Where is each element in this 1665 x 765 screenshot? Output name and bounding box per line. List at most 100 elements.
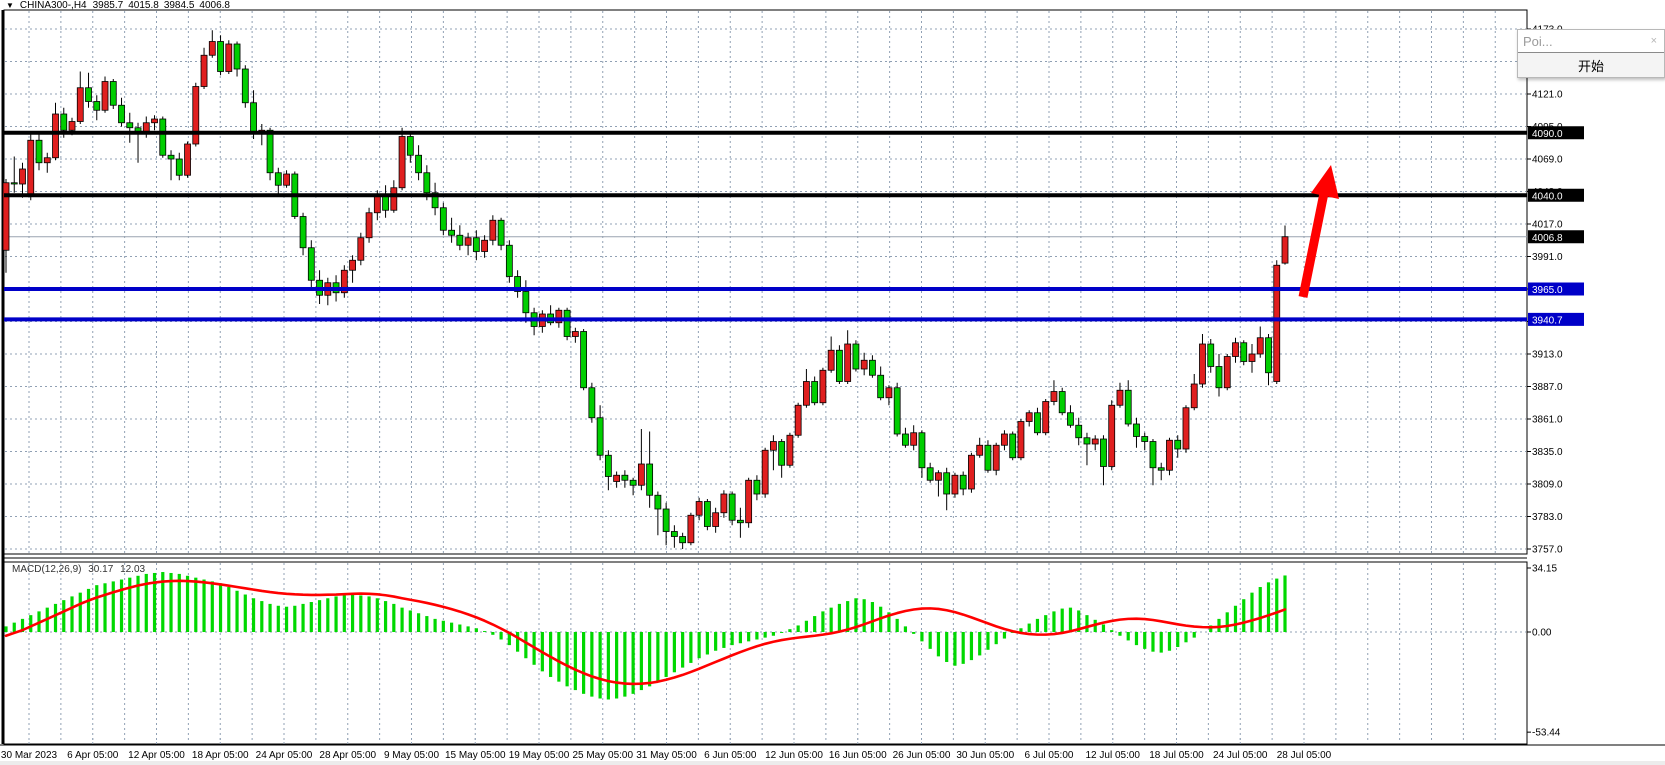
bull-candle	[398, 136, 406, 189]
bear-candle	[406, 136, 414, 156]
time-axis-label[interactable]: 18 Apr 05:00	[192, 750, 249, 761]
price-axis-label: 4069.0	[1532, 155, 1563, 166]
bull-candle	[373, 194, 381, 214]
price-axis-label: 3835.0	[1532, 447, 1563, 458]
price-axis-label: 3887.0	[1532, 382, 1563, 393]
price-badge-4090.0	[1528, 126, 1584, 140]
bear-candle	[274, 172, 282, 186]
bear-candle	[10, 182, 18, 185]
bull-candle	[489, 219, 497, 241]
bear-candle	[93, 101, 101, 111]
bull-candle	[283, 173, 290, 186]
bear-candle	[736, 519, 744, 524]
time-axis-label[interactable]: 25 May 05:00	[572, 750, 633, 761]
bull-candle	[1091, 438, 1099, 445]
bear-candle	[217, 41, 224, 72]
bear-candle	[1124, 389, 1132, 425]
bear-candle	[1157, 467, 1165, 471]
time-axis-label[interactable]: 6 Jul 05:00	[1025, 750, 1074, 761]
time-axis-label[interactable]: 24 Apr 05:00	[256, 750, 313, 761]
bull-candle	[200, 54, 208, 87]
bull-candle	[349, 259, 356, 271]
bear-candle	[679, 536, 687, 544]
start-button[interactable]: 开始	[1518, 52, 1664, 77]
bottom-strip	[0, 761, 1665, 765]
time-axis-label[interactable]: 24 Jul 05:00	[1213, 750, 1268, 761]
bear-candle	[415, 154, 422, 174]
bull-candle	[712, 512, 720, 527]
bull-candle	[935, 472, 942, 481]
ohlc-readout: 3985.7 4015.8 3984.5 4006.8	[93, 0, 235, 11]
time-axis-label[interactable]: 30 Mar 2023	[1, 750, 58, 761]
bear-candle	[580, 331, 588, 389]
annotation-arrow-shaft[interactable]	[1298, 192, 1329, 298]
points-popup-title: Poi...	[1523, 33, 1553, 49]
bear-candle	[1215, 366, 1223, 389]
bear-candle	[423, 172, 431, 194]
bull-candle	[951, 474, 959, 495]
bull-candle	[19, 168, 26, 185]
bull-candle	[637, 463, 645, 486]
price-badge-label: 4006.8	[1532, 233, 1563, 244]
price-axis-label: 4017.0	[1532, 220, 1563, 231]
bear-candle	[60, 113, 68, 131]
chart-header: ▼ CHINA300-,H4 3985.7 4015.8 3984.5 4006.8	[6, 0, 235, 11]
time-axis-label[interactable]: 12 Jul 05:00	[1086, 750, 1141, 761]
close-value: 4006.8	[199, 0, 230, 11]
time-axis-label[interactable]: 9 May 05:00	[384, 750, 439, 761]
bull-candle	[365, 212, 373, 239]
bull-candle	[43, 157, 51, 164]
time-axis-label[interactable]: 30 Jun 05:00	[956, 750, 1014, 761]
time-axis-label[interactable]: 26 Jun 05:00	[893, 750, 951, 761]
bull-candle	[910, 432, 918, 446]
bear-candle	[266, 129, 274, 174]
close-icon[interactable]: ×	[1650, 35, 1657, 47]
price-badge-label: 4090.0	[1532, 129, 1563, 140]
time-axis-label[interactable]: 15 May 05:00	[445, 750, 506, 761]
price-badge-3940.7	[1528, 312, 1584, 326]
bear-candle	[728, 493, 736, 521]
time-axis-label[interactable]: 6 Jun 05:00	[704, 750, 757, 761]
macd-axis-label: 34.15	[1532, 564, 1557, 575]
bear-candle	[621, 474, 629, 481]
bull-candle	[819, 369, 827, 404]
bear-candle	[299, 216, 307, 249]
bull-candle	[885, 387, 893, 399]
time-axis-label[interactable]: 12 Jun 05:00	[765, 750, 823, 761]
bear-candle	[918, 432, 926, 469]
bull-candle	[101, 81, 109, 111]
time-axis-label[interactable]: 18 Jul 05:00	[1149, 750, 1204, 761]
price-axis-label: 3991.0	[1532, 252, 1563, 263]
window-left-border	[1, 10, 5, 744]
bull-candle	[184, 143, 191, 176]
bull-candle	[770, 441, 777, 451]
price-badge-label: 3940.7	[1532, 315, 1563, 326]
bull-candle	[2, 182, 10, 251]
time-axis-label[interactable]: 6 Apr 05:00	[67, 750, 119, 761]
symbol-dropdown-icon[interactable]: ▼	[6, 0, 14, 10]
bull-candle	[1256, 337, 1264, 355]
bull-candle	[745, 479, 753, 524]
open-value: 3985.7	[92, 0, 124, 11]
time-axis-label[interactable]: 16 Jun 05:00	[829, 750, 887, 761]
bear-candle	[118, 104, 125, 124]
price-badge-4006.8	[1528, 230, 1584, 244]
time-axis-label[interactable]: 28 Jul 05:00	[1277, 750, 1332, 761]
time-axis-label[interactable]: 12 Apr 05:00	[128, 750, 185, 761]
bear-candle	[1265, 337, 1272, 374]
time-axis-label[interactable]: 19 May 05:00	[509, 750, 570, 761]
bear-candle	[307, 247, 315, 281]
macd-axis-label: 0.00	[1532, 628, 1552, 639]
bear-candle	[85, 87, 92, 102]
bear-candle	[629, 479, 637, 486]
price-axis-label: 3861.0	[1532, 415, 1563, 426]
points-popup-titlebar[interactable]: Poi... ×	[1518, 30, 1664, 52]
bear-candle	[167, 154, 175, 160]
bull-candle	[52, 113, 59, 159]
bull-candle	[1281, 236, 1289, 264]
time-axis-label[interactable]: 31 May 05:00	[636, 750, 697, 761]
time-axis-label[interactable]: 28 Apr 05:00	[319, 750, 376, 761]
bear-candle	[233, 43, 241, 70]
